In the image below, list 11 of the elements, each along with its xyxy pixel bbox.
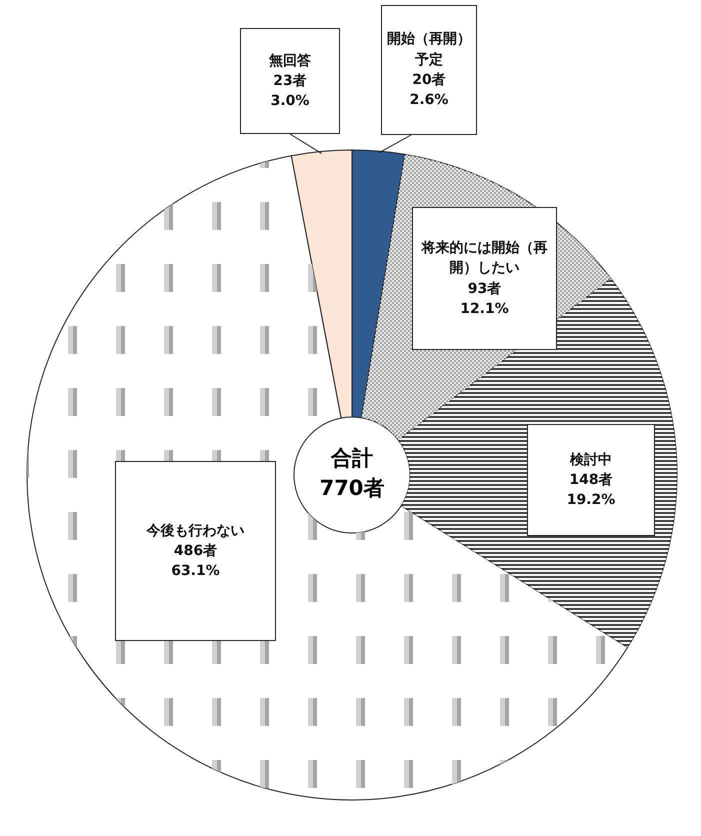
slice-label: 開始（再開）予定 [386, 30, 472, 70]
data-label: 148者 19.2% [566, 470, 616, 510]
slice-label: 今後も行わない [146, 522, 246, 541]
data-label: 20者 2.6% [410, 71, 448, 110]
text: 合計 770者 [318, 445, 386, 502]
slice-label: 無回答 [268, 52, 312, 71]
data-label: 23者 3.0% [270, 72, 310, 112]
data-label: 93者 12.1% [460, 280, 509, 319]
slice-label: 将来的には開始（再開）したい [420, 238, 548, 278]
data-label: 486者 63.1% [171, 542, 220, 582]
slice-label: 検討中 [568, 450, 613, 470]
